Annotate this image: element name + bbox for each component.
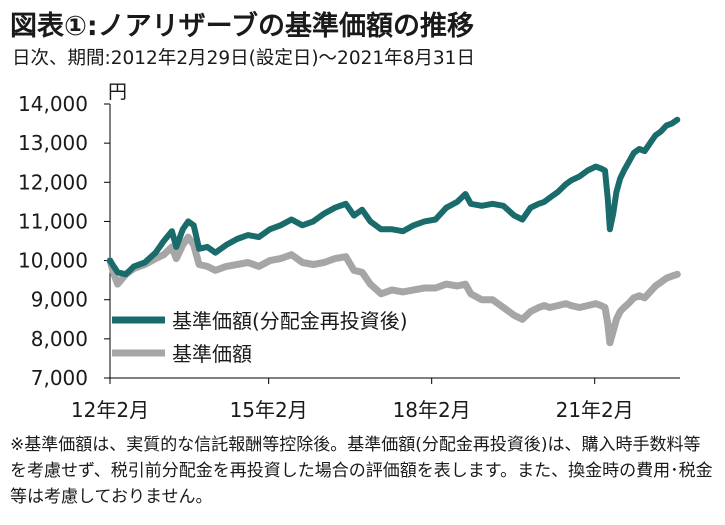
y-axis-ticks: 7,000 8,000 9,000 10,000 11,000 12,000 13,000 1… xyxy=(18,92,110,390)
legend-label-nav: 基準価額 xyxy=(172,342,252,366)
y-axis-unit-label: 円 xyxy=(108,81,127,103)
series-layer xyxy=(106,116,681,347)
y-tick-label: 13,000 xyxy=(18,131,88,155)
series-line-reinvested xyxy=(107,116,681,278)
y-tick-label: 14,000 xyxy=(18,92,88,116)
y-tick-label: 8,000 xyxy=(31,327,88,351)
y-tick-label: 7,000 xyxy=(31,366,88,390)
x-tick-label: 15年2月 xyxy=(230,398,308,422)
footnote: ※基準価額は、実質的な信託報酬等控除後。基準価額(分配金再投資後)は、購入時手数… xyxy=(10,435,713,507)
x-tick-label: 18年2月 xyxy=(393,398,471,422)
series-line-nav xyxy=(106,233,681,347)
line-chart: 7,000 8,000 9,000 10,000 11,000 12,000 13,000 1… xyxy=(18,81,681,422)
y-tick-label: 10,000 xyxy=(18,249,88,273)
legend-label-reinvested: 基準価額(分配金再投資後) xyxy=(172,309,408,333)
x-axis-ticks: 12年2月 15年2月 18年2月 21年2月 xyxy=(71,378,634,422)
y-tick-label: 9,000 xyxy=(31,288,88,312)
x-tick-label: 21年2月 xyxy=(556,398,634,422)
y-tick-label: 12,000 xyxy=(18,170,88,194)
chart-subtitle: 日次、期間:2012年2月29日(設定日)〜2021年8月31日 xyxy=(12,48,475,69)
chart-title: 図表①:ノアリザーブの基準価額の推移 xyxy=(10,11,475,42)
x-tick-label: 12年2月 xyxy=(71,398,149,422)
legend: 基準価額(分配金再投資後) 基準価額 xyxy=(112,309,408,366)
y-tick-label: 11,000 xyxy=(18,209,88,233)
